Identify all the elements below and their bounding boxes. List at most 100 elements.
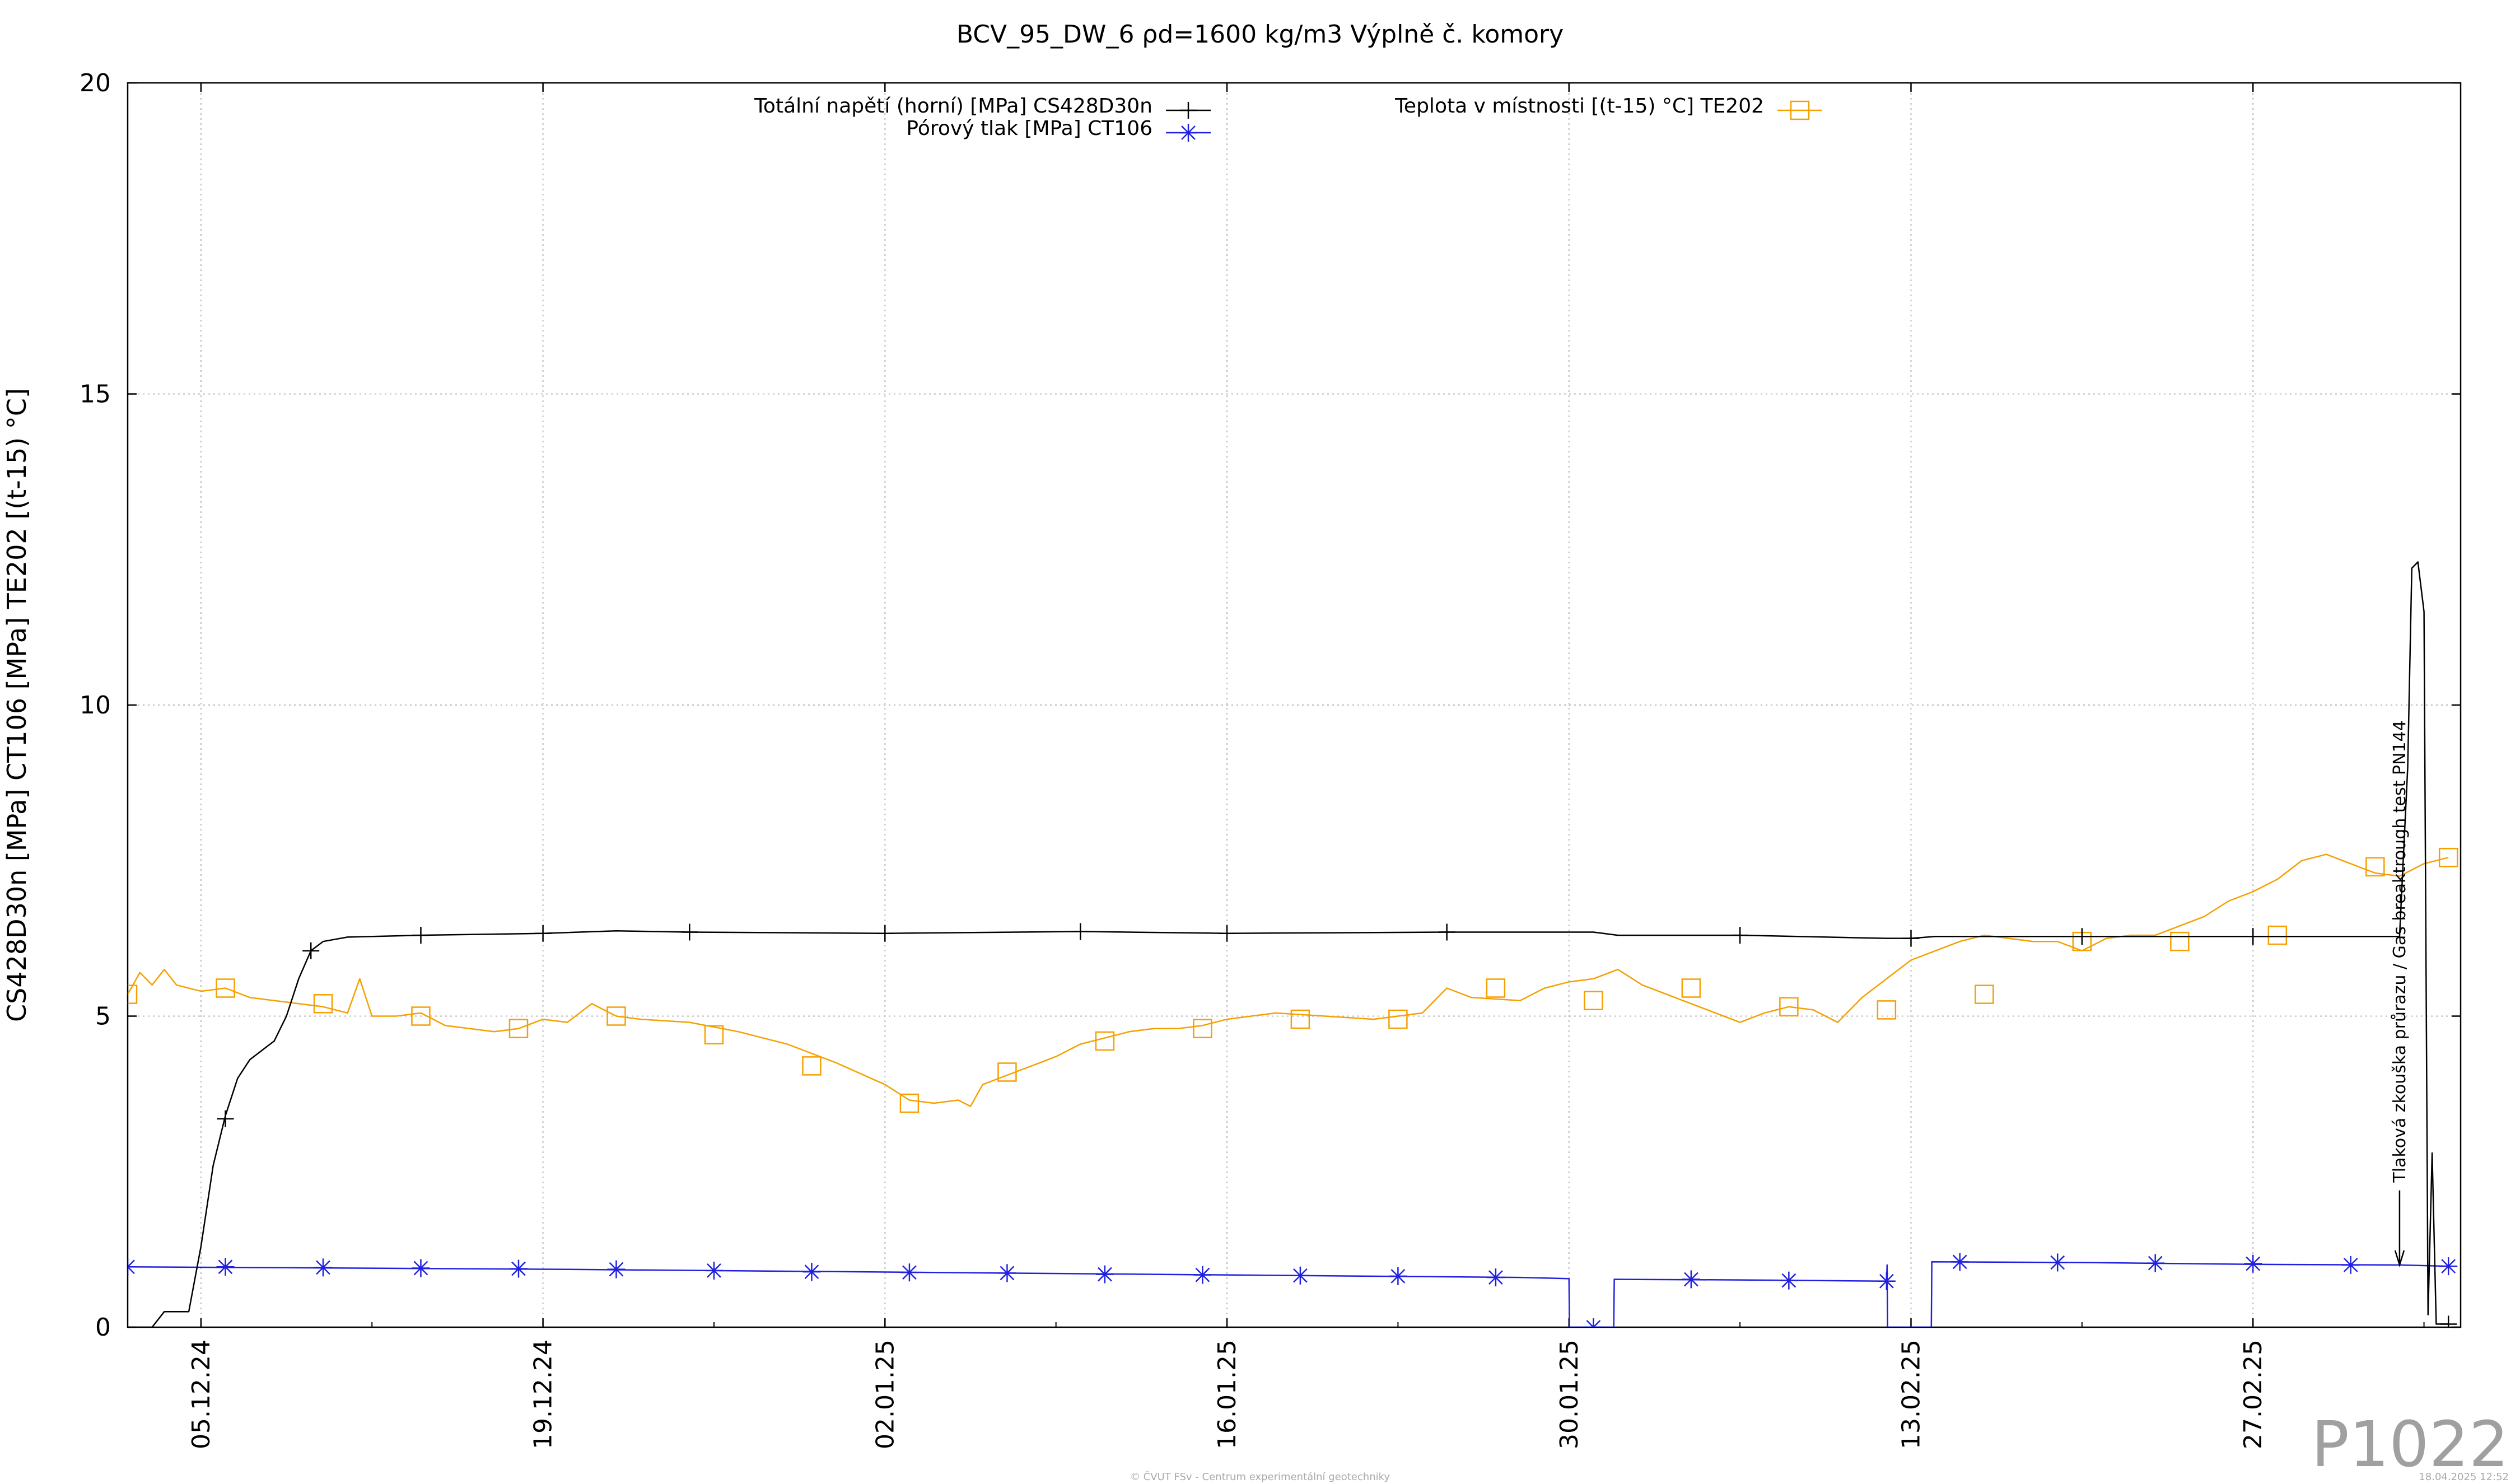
data-point-te202 [1290,1009,1310,1029]
footer-copyright: © ČVUT FSv - Centrum experimentální geot… [1130,1471,1390,1483]
series-line-ct106 [128,1261,2449,1327]
legend-label-te202: Teplota v místnosti [(t-15) °C] TE202 [1394,95,1764,118]
series-layer [128,561,2458,1327]
legend-item-cs428d30n: Totální napětí (horní) [MPa] CS428D30n [754,95,1211,119]
series-te202 [128,847,2458,1113]
data-point-ct106 [1486,1268,1505,1287]
data-point-ct106 [1682,1270,1700,1289]
legend-label-cs428d30n: Totální napětí (horní) [MPa] CS428D30n [754,95,1152,118]
data-point-te202 [1877,1000,1897,1020]
data-point-ct106 [216,1258,235,1276]
data-point-ct106 [1877,1272,1896,1290]
y-tick-label: 15 [80,380,111,409]
data-point-te202 [1193,1019,1212,1038]
data-point-te202 [508,1019,529,1038]
data-point-ct106 [900,1263,918,1282]
data-point-ct106 [509,1259,528,1278]
series-ct106 [128,1253,2458,1327]
data-point-ct106 [704,1261,723,1280]
data-point-ct106 [314,1258,332,1277]
data-point-cs428d30n [534,925,552,942]
y-axis-ticks: 0 5 10 15 20 [80,69,2461,1342]
legend-label-ct106: Pórový tlak [MPa] CT106 [906,117,1152,140]
y-tick-label: 20 [80,69,111,97]
grid-lines [128,83,2461,1327]
annotation-arrowhead [2394,1250,2405,1268]
data-point-te202 [802,1056,822,1076]
y-tick-label: 10 [80,691,111,720]
data-point-te202 [128,984,138,1004]
data-point-te202 [2438,847,2458,867]
data-point-cs428d30n [1072,923,1089,940]
data-point-te202 [1388,1009,1408,1029]
data-point-cs428d30n [1438,923,1455,941]
data-point-ct106 [1095,1265,1114,1284]
chart-title: BCV_95_DW_6 ρd=1600 kg/m3 Výplně č. komo… [956,20,1564,49]
data-point-te202 [1486,978,1506,998]
y-tick-label: 0 [95,1313,111,1342]
data-point-te202 [216,978,235,998]
data-point-ct106 [1950,1253,1969,1271]
data-point-te202 [1584,991,1603,1010]
data-point-te202 [899,1093,920,1113]
data-point-cs428d30n [1732,927,1749,944]
data-point-ct106 [2048,1253,2067,1272]
footer-timestamp: 18.04.2025 12:52 [2419,1471,2509,1483]
data-point-ct106 [128,1258,137,1276]
x-tick-label: 05.12.24 [187,1340,216,1449]
plot-frame [127,82,2462,1328]
data-point-cs428d30n [217,1110,234,1127]
data-point-ct106 [1584,1318,1603,1327]
data-point-te202 [704,1025,724,1045]
data-point-cs428d30n [302,942,320,959]
x-tick-label: 02.01.25 [871,1340,899,1449]
y-tick-label: 5 [95,1002,111,1031]
data-point-te202 [313,994,333,1014]
data-point-cs428d30n [2440,1315,2457,1327]
data-point-te202 [2365,857,2385,877]
data-point-ct106 [1193,1266,1212,1284]
data-point-cs428d30n [2244,928,2262,945]
data-point-cs428d30n [1219,925,1236,942]
data-point-ct106 [802,1263,821,1281]
data-point-te202 [1779,997,1799,1017]
data-point-te202 [1975,984,1994,1004]
data-point-cs428d30n [1902,930,1920,947]
data-point-ct106 [1291,1266,1309,1285]
data-point-te202 [606,1006,626,1026]
data-point-ct106 [2439,1257,2458,1276]
data-point-te202 [1095,1031,1115,1051]
data-point-te202 [1681,978,1701,998]
data-point-ct106 [998,1264,1016,1282]
x-tick-label: 30.01.25 [1555,1340,1584,1449]
data-point-ct106 [2146,1254,2164,1272]
legend-item-ct106: Pórový tlak [MPa] CT106 [906,117,1211,142]
legend-item-te202: Teplota v místnosti [(t-15) °C] TE202 [1394,95,1822,120]
x-tick-label: 13.02.25 [1897,1340,1925,1449]
y-axis-label: CS428D30n [MPa] CT106 [MPa] TE202 [(t-15… [2,388,32,1022]
data-point-ct106 [2341,1256,2360,1274]
x-tick-label: 16.01.25 [1213,1340,1242,1449]
data-point-te202 [411,1006,431,1026]
x-tick-label: 27.02.25 [2239,1340,2267,1449]
data-point-cs428d30n [2073,928,2090,945]
data-point-te202 [2267,925,2288,945]
series-line-cs428d30n [128,561,2449,1327]
legend-marker-ct106 [1179,124,1197,142]
data-point-ct106 [607,1260,626,1278]
watermark-label: P1022 [2311,1408,2509,1481]
annotation-text: Tlaková zkouška průrazu / Gas breaktroug… [2390,720,2410,1183]
data-point-te202 [997,1062,1017,1082]
series-cs428d30n [128,561,2457,1327]
annotation: Tlaková zkouška průrazu / Gas breaktroug… [2390,720,2410,1268]
data-point-ct106 [412,1259,430,1277]
series-line-te202 [128,853,2449,1107]
x-tick-label: 19.12.24 [529,1340,558,1449]
x-axis-ticks: 05.12.24 19.12.24 02.01.25 16.01.25 30.01.25… [187,83,2425,1449]
data-point-te202 [2170,931,2190,951]
data-point-cs428d30n [681,923,698,941]
data-point-ct106 [2244,1254,2262,1273]
legend: Totální napětí (horní) [MPa] CS428D30n P… [754,95,1822,142]
legend-marker-cs428d30n [1180,102,1197,119]
